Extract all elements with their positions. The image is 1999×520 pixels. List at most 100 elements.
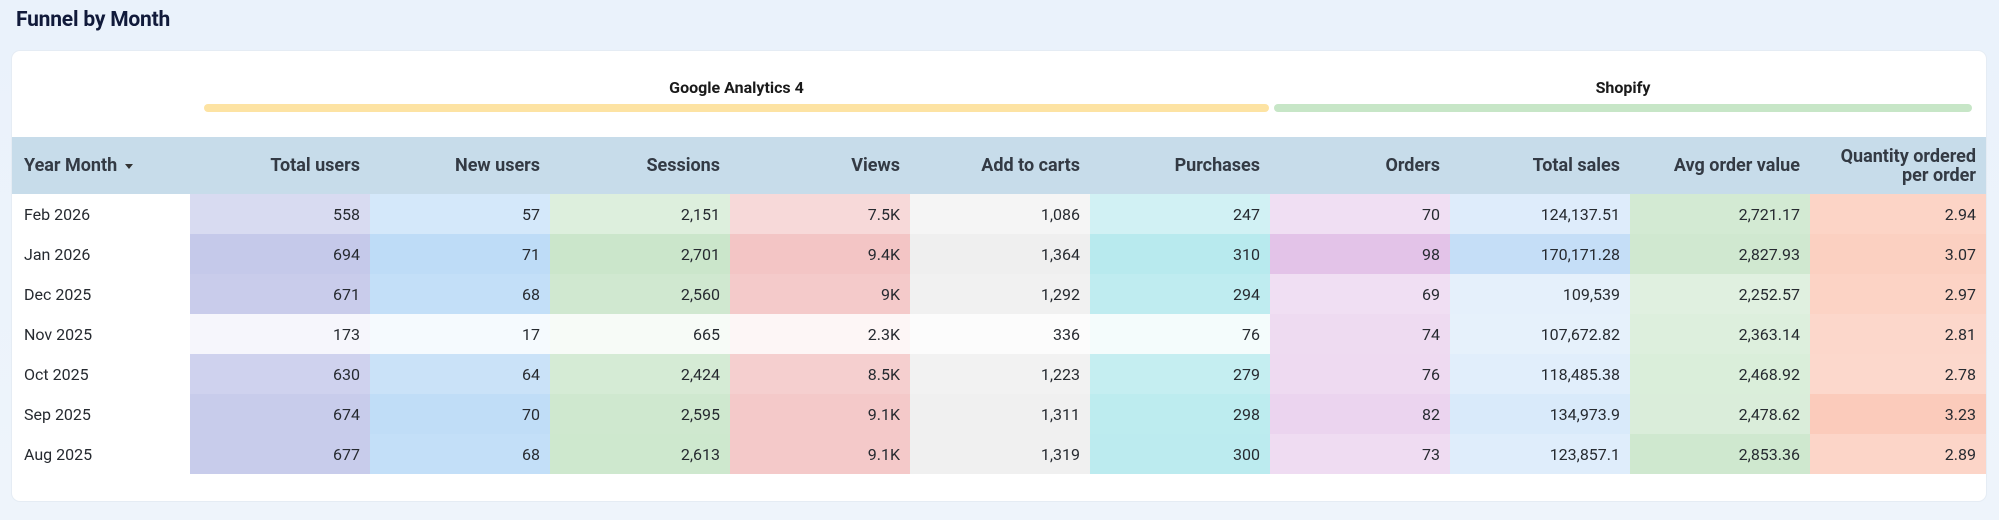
table-cell: 68 [370,274,550,314]
table-cell: 2.81 [1810,314,1986,354]
table-cell: 107,672.82 [1450,314,1630,354]
funnel-table-card: Google Analytics 4 Shopify Year Month To… [12,51,1986,501]
table-cell: 1,319 [910,434,1090,474]
group-label-ga4: Google Analytics 4 [669,78,804,97]
table-cell: 2,363.14 [1630,314,1810,354]
table-cell: 74 [1270,314,1450,354]
caret-down-icon[interactable] [125,163,134,169]
table-cell: 98 [1270,234,1450,274]
table-cell: 677 [190,434,370,474]
row-label: Dec 2025 [12,274,190,314]
table-cell: 70 [370,394,550,434]
table-cell: 7.5K [730,194,910,234]
table-cell: 57 [370,194,550,234]
table-cell: 694 [190,234,370,274]
table-cell: 118,485.38 [1450,354,1630,394]
table-cell: 9.4K [730,234,910,274]
column-header[interactable]: Purchases [1090,137,1270,194]
group-bar-shopify [1274,104,1972,112]
row-label: Nov 2025 [12,314,190,354]
table-cell: 8.5K [730,354,910,394]
table-cell: 2,827.93 [1630,234,1810,274]
table-cell: 173 [190,314,370,354]
column-header[interactable]: Avg order value [1630,137,1810,194]
column-header[interactable]: Sessions [550,137,730,194]
table-cell: 2.78 [1810,354,1986,394]
table-cell: 2,468.92 [1630,354,1810,394]
table-cell: 2.97 [1810,274,1986,314]
column-header[interactable]: Orders [1270,137,1450,194]
table-cell: 300 [1090,434,1270,474]
row-label: Sep 2025 [12,394,190,434]
table-cell: 2.89 [1810,434,1986,474]
table-cell: 17 [370,314,550,354]
table-cell: 73 [1270,434,1450,474]
table-cell: 1,311 [910,394,1090,434]
table-cell: 68 [370,434,550,474]
table-cell: 2,595 [550,394,730,434]
funnel-table: Year Month Total users New users Sessions V… [12,137,1986,474]
column-header[interactable]: Add to carts [910,137,1090,194]
table-row[interactable]: Oct 2025 630 64 2,424 8.5K 1,223 279 76 118,485.… [12,354,1986,394]
table-cell: 3.07 [1810,234,1986,274]
row-label: Oct 2025 [12,354,190,394]
table-cell: 134,973.9 [1450,394,1630,434]
column-header[interactable]: Quantity ordered per order [1810,137,1986,194]
table-cell: 70 [1270,194,1450,234]
table-cell: 671 [190,274,370,314]
table-cell: 558 [190,194,370,234]
table-cell: 665 [550,314,730,354]
table-cell: 76 [1270,354,1450,394]
table-cell: 2,560 [550,274,730,314]
group-bar-ga4 [204,104,1269,112]
table-cell: 2,701 [550,234,730,274]
column-header[interactable]: Views [730,137,910,194]
column-header[interactable]: Total users [190,137,370,194]
table-cell: 630 [190,354,370,394]
table-row[interactable]: Aug 2025 677 68 2,613 9.1K 1,319 300 73 123,857.… [12,434,1986,474]
table-row[interactable]: Sep 2025 674 70 2,595 9.1K 1,311 298 82 134,973.… [12,394,1986,434]
table-cell: 310 [1090,234,1270,274]
table-cell: 9.1K [730,394,910,434]
table-cell: 247 [1090,194,1270,234]
table-cell: 69 [1270,274,1450,314]
table-cell: 279 [1090,354,1270,394]
table-cell: 3.23 [1810,394,1986,434]
table-cell: 124,137.51 [1450,194,1630,234]
table-row[interactable]: Dec 2025 671 68 2,560 9K 1,292 294 69 109,539 2,2… [12,274,1986,314]
group-label-shopify: Shopify [1595,78,1651,97]
row-label: Aug 2025 [12,434,190,474]
table-cell: 109,539 [1450,274,1630,314]
table-cell: 2,424 [550,354,730,394]
table-cell: 1,223 [910,354,1090,394]
table-cell: 2,721.17 [1630,194,1810,234]
table-cell: 2,252.57 [1630,274,1810,314]
table-cell: 298 [1090,394,1270,434]
table-cell: 123,857.1 [1450,434,1630,474]
table-cell: 2,853.36 [1630,434,1810,474]
table-cell: 76 [1090,314,1270,354]
table-cell: 2,151 [550,194,730,234]
table-body: Feb 2026 558 57 2,151 7.5K 1,086 247 70 124,137.… [12,194,1986,474]
table-row[interactable]: Jan 2026 694 71 2,701 9.4K 1,364 310 98 170,171.… [12,234,1986,274]
column-header[interactable]: Total sales [1450,137,1630,194]
table-cell: 1,086 [910,194,1090,234]
table-cell: 2.94 [1810,194,1986,234]
table-header-row: Year Month Total users New users Sessions V… [12,137,1986,194]
table-row[interactable]: Nov 2025 173 17 665 2.3K 336 76 74 107,672.82 2,3… [12,314,1986,354]
table-cell: 2,478.62 [1630,394,1810,434]
column-header[interactable]: New users [370,137,550,194]
page-title: Funnel by Month [16,8,171,32]
table-cell: 71 [370,234,550,274]
table-cell: 2.3K [730,314,910,354]
table-cell: 674 [190,394,370,434]
table-cell: 64 [370,354,550,394]
table-cell: 170,171.28 [1450,234,1630,274]
table-cell: 336 [910,314,1090,354]
column-header-label: Year Month [24,155,118,176]
column-header-year-month[interactable]: Year Month [12,137,190,194]
table-cell: 1,292 [910,274,1090,314]
table-cell: 82 [1270,394,1450,434]
table-row[interactable]: Feb 2026 558 57 2,151 7.5K 1,086 247 70 124,137.… [12,194,1986,234]
table-cell: 1,364 [910,234,1090,274]
